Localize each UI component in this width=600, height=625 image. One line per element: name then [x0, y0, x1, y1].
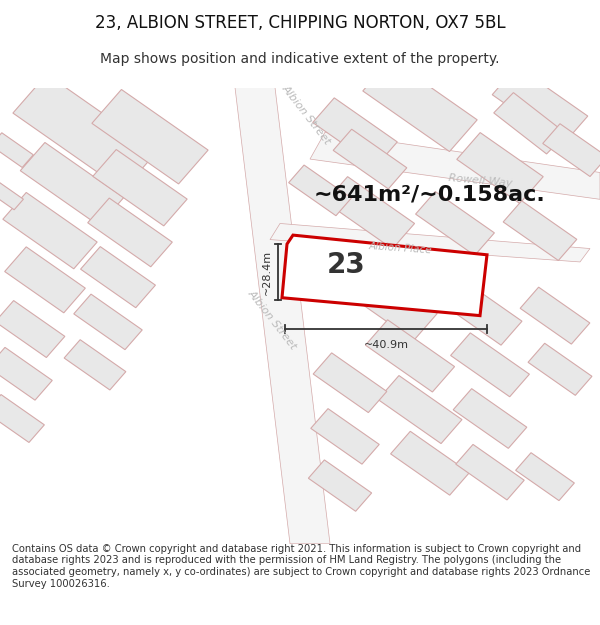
Polygon shape: [451, 333, 529, 397]
Polygon shape: [0, 394, 44, 442]
Polygon shape: [0, 348, 52, 400]
Polygon shape: [438, 277, 522, 345]
Text: Albion Place: Albion Place: [368, 241, 432, 256]
Polygon shape: [416, 191, 494, 256]
Polygon shape: [0, 301, 65, 358]
Polygon shape: [343, 264, 437, 341]
Polygon shape: [453, 389, 527, 448]
Text: 23, ALBION STREET, CHIPPING NORTON, OX7 5BL: 23, ALBION STREET, CHIPPING NORTON, OX7 …: [95, 14, 505, 32]
Text: Rowell Way: Rowell Way: [448, 173, 512, 188]
Polygon shape: [0, 132, 34, 168]
Polygon shape: [270, 224, 590, 262]
Text: 23: 23: [326, 251, 365, 279]
Polygon shape: [311, 409, 379, 464]
Text: Albion Street: Albion Street: [246, 289, 298, 352]
Polygon shape: [492, 66, 588, 144]
Polygon shape: [543, 124, 600, 176]
Polygon shape: [13, 74, 157, 190]
Text: ~40.9m: ~40.9m: [364, 340, 409, 350]
Polygon shape: [325, 177, 415, 249]
Polygon shape: [88, 198, 172, 267]
Polygon shape: [282, 235, 487, 316]
Polygon shape: [92, 89, 208, 184]
Polygon shape: [313, 98, 397, 167]
Polygon shape: [363, 59, 477, 151]
Polygon shape: [289, 165, 352, 216]
Polygon shape: [515, 452, 574, 501]
Polygon shape: [286, 252, 344, 299]
Polygon shape: [333, 129, 407, 189]
Polygon shape: [313, 353, 387, 412]
Polygon shape: [365, 320, 455, 392]
Polygon shape: [520, 287, 590, 344]
Text: Albion Street: Albion Street: [280, 82, 332, 146]
Polygon shape: [64, 340, 126, 390]
Polygon shape: [503, 201, 577, 261]
Polygon shape: [80, 247, 155, 308]
Polygon shape: [0, 180, 23, 210]
Polygon shape: [494, 92, 566, 154]
Polygon shape: [20, 142, 124, 226]
Polygon shape: [378, 376, 462, 444]
Text: Contains OS data © Crown copyright and database right 2021. This information is : Contains OS data © Crown copyright and d…: [12, 544, 590, 589]
Polygon shape: [308, 460, 371, 511]
Polygon shape: [5, 247, 85, 313]
Polygon shape: [74, 294, 142, 349]
Polygon shape: [457, 132, 543, 204]
Text: ~28.4m: ~28.4m: [262, 249, 272, 295]
Polygon shape: [391, 431, 469, 495]
Polygon shape: [456, 444, 524, 500]
Polygon shape: [310, 132, 600, 199]
Polygon shape: [3, 192, 97, 269]
Text: ~641m²/~0.158ac.: ~641m²/~0.158ac.: [314, 185, 546, 205]
Polygon shape: [93, 149, 187, 226]
Polygon shape: [235, 88, 330, 544]
Polygon shape: [528, 343, 592, 396]
Text: Map shows position and indicative extent of the property.: Map shows position and indicative extent…: [100, 51, 500, 66]
